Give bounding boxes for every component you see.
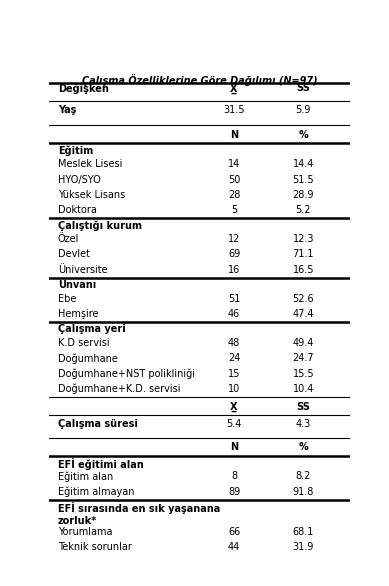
Text: X̲: X̲ [230,83,238,94]
Text: 5.4: 5.4 [226,418,242,429]
Text: Doğumhane+K.D. servisi: Doğumhane+K.D. servisi [58,384,180,394]
Text: 66: 66 [228,526,240,537]
Text: X̲: X̲ [230,401,238,412]
Text: 68.1: 68.1 [293,526,314,537]
Text: Eğitim: Eğitim [58,146,93,156]
Text: 14: 14 [228,159,240,169]
Text: 5: 5 [231,205,237,215]
Text: 15: 15 [228,369,240,379]
Text: 16.5: 16.5 [293,265,314,275]
Text: EFİ eğitimi alan: EFİ eğitimi alan [58,458,144,470]
Text: Teknik sorunlar: Teknik sorunlar [58,542,131,552]
Text: Doktora: Doktora [58,205,96,215]
Text: 47.4: 47.4 [293,309,314,319]
Text: 14.4: 14.4 [293,159,314,169]
Text: Doğumhane: Doğumhane [58,353,117,364]
Text: 49.4: 49.4 [293,338,314,348]
Text: 24.7: 24.7 [293,353,314,363]
Text: 31.9: 31.9 [293,542,314,552]
Text: 5.2: 5.2 [296,205,311,215]
Text: 44: 44 [228,542,240,552]
Text: Yüksek Lisans: Yüksek Lisans [58,190,125,200]
Text: Eğitim alan: Eğitim alan [58,472,113,482]
Text: 10.4: 10.4 [293,384,314,394]
Text: Çalışma yeri: Çalışma yeri [58,325,125,335]
Text: SS: SS [296,83,310,93]
Text: Çalışma Özelliklerine Göre Dağılımı (N=97): Çalışma Özelliklerine Göre Dağılımı (N=9… [82,73,317,86]
Text: 24: 24 [228,353,240,363]
Text: EFİ sırasında en sık yaşanana
zorluk*: EFİ sırasında en sık yaşanana zorluk* [58,502,220,526]
Text: Ünvanı: Ünvanı [58,280,96,290]
Text: Devlet: Devlet [58,250,90,260]
Text: 89: 89 [228,487,240,497]
Text: Çalışma süresi: Çalışma süresi [58,418,138,429]
Text: 52.6: 52.6 [293,294,314,304]
Text: Doğumhane+NST polikliniği: Doğumhane+NST polikliniği [58,369,194,379]
Text: 48: 48 [228,338,240,348]
Text: 12.3: 12.3 [293,234,314,244]
Text: Yaş: Yaş [58,105,76,115]
Text: 69: 69 [228,250,240,260]
Text: 15.5: 15.5 [293,369,314,379]
Text: Özel: Özel [58,234,79,244]
Text: Meslek Lisesi: Meslek Lisesi [58,159,122,169]
Text: Eğitim almayan: Eğitim almayan [58,487,134,498]
Text: Hemşire: Hemşire [58,309,98,319]
Text: 31.5: 31.5 [223,105,245,115]
Text: Üniversite: Üniversite [58,265,107,275]
Text: 10: 10 [228,384,240,394]
Text: K.D servisi: K.D servisi [58,338,109,348]
Text: 51: 51 [228,294,240,304]
Text: 8: 8 [231,472,237,482]
Text: SS: SS [296,401,310,411]
Text: 4.3: 4.3 [296,418,311,429]
Text: Yorumlama: Yorumlama [58,526,112,537]
Text: Ebe: Ebe [58,294,76,304]
Text: N: N [230,130,238,140]
Text: HYO/SYO: HYO/SYO [58,175,100,185]
Text: 71.1: 71.1 [293,250,314,260]
Text: 16: 16 [228,265,240,275]
Text: 50: 50 [228,175,240,185]
Text: 28.9: 28.9 [293,190,314,200]
Text: Çalıştığı kurum: Çalıştığı kurum [58,220,142,231]
Text: N: N [230,442,238,452]
Text: Değişken: Değişken [58,83,109,94]
Text: 12: 12 [228,234,240,244]
Text: 28: 28 [228,190,240,200]
Text: 8.2: 8.2 [296,472,311,482]
Text: 5.9: 5.9 [296,105,311,115]
Text: 51.5: 51.5 [293,175,314,185]
Text: %: % [298,130,308,140]
Text: 91.8: 91.8 [293,487,314,497]
Text: 46: 46 [228,309,240,319]
Text: %: % [298,442,308,452]
